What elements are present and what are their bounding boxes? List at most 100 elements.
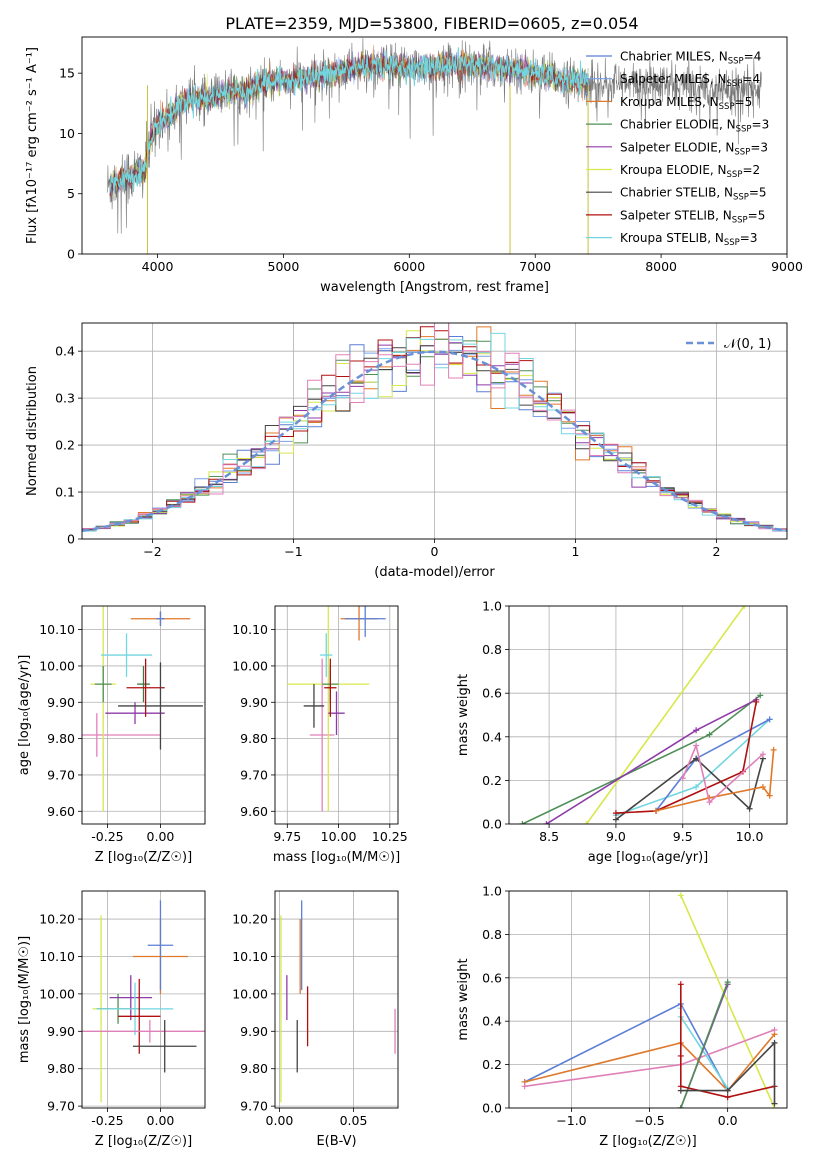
axes-frame: [274, 890, 399, 1109]
y-tick-label: 9.60: [240, 804, 268, 819]
y-tick-label: 9.80: [47, 731, 75, 746]
y-tick-label: 0.4: [482, 729, 502, 744]
weight-marker: [724, 979, 731, 986]
y-tick-label: 10: [59, 126, 75, 141]
y-tick-label: 9.70: [240, 767, 268, 782]
y-tick-label: 0.4: [55, 344, 75, 359]
legend-label: Chabrier MILES, NSSP=4: [620, 50, 761, 67]
weight-series: [583, 606, 748, 824]
weight-series: [521, 1000, 731, 1094]
error-point: [137, 665, 150, 703]
x-axis-label: age [log₁₀(age/yr)]: [588, 850, 709, 865]
panel-mass_vs_EBV: 0.00 0.05 9.70 9.80 9.90 10.00 10.10 10.20 E(B-V…: [232, 890, 399, 1149]
weight-marker: [693, 755, 700, 762]
panel-mass_weight_vs_Z: −1.0 −0.5 0.0 0.0 0.2 0.4 0.6 0.8 1.0 Z [log₁₀(Z/…: [456, 884, 788, 1149]
y-tick-label: 10.20: [232, 912, 268, 927]
x-axis-label: wavelength [Angstrom, rest frame]: [320, 280, 549, 295]
y-tick-label: 10.10: [232, 949, 268, 964]
legend-label: Salpeter STELIB, NSSP=5: [620, 208, 765, 225]
error-point: [101, 633, 152, 677]
y-axis-label: mass [log₁₀(M/M☉)]: [17, 936, 32, 1063]
y-tick-label: 1.0: [482, 884, 502, 899]
weight-marker: [766, 716, 773, 723]
x-tick-label: 5000: [268, 259, 300, 274]
x-tick-label: 4000: [142, 259, 174, 274]
y-tick-label: 5: [67, 186, 75, 201]
x-tick-label: 10.25: [372, 829, 408, 844]
legend-label: 𝒩(0, 1): [724, 337, 771, 352]
y-tick-label: 0: [67, 532, 75, 547]
weight-series: [679, 742, 766, 806]
weight-series: [612, 698, 760, 817]
y-tick-label: 9.90: [47, 1024, 75, 1039]
x-tick-label: −2: [143, 544, 161, 559]
y-tick-label: 9.80: [47, 1061, 75, 1076]
x-axis-label: Z [log₁₀(Z/Z☉)]: [95, 850, 192, 865]
error-point: [96, 982, 174, 1036]
axes-frame: [81, 890, 206, 1109]
y-axis-label: Flux [fλ10⁻¹⁷ erg cm⁻² s⁻¹ A⁻¹]: [25, 47, 40, 244]
weight-marker: [543, 821, 550, 824]
error-point: [324, 658, 337, 717]
error-point: [82, 1020, 205, 1043]
x-axis-label: E(B-V): [316, 1134, 356, 1149]
y-tick-label: 10.00: [39, 658, 75, 673]
weight-marker: [693, 742, 700, 749]
weight-marker: [759, 751, 766, 758]
weight-series: [612, 755, 766, 823]
weight-marker: [753, 698, 760, 705]
weight-series: [677, 1039, 778, 1107]
y-tick-label: 0.3: [55, 391, 75, 406]
weight-marker: [746, 805, 753, 812]
x-tick-label: 0: [431, 544, 439, 559]
y-tick-label: 0.8: [482, 642, 502, 657]
legend-label: Kroupa STELIB, NSSP=3: [620, 231, 758, 248]
weight-marker: [771, 1100, 778, 1107]
model-spectrum: [109, 47, 589, 194]
axes-frame: [81, 322, 788, 540]
weight-marker: [679, 775, 686, 782]
x-tick-label: 9.0: [606, 829, 626, 844]
error-point: [344, 606, 386, 637]
x-tick-label: −1: [284, 544, 302, 559]
spectrum-legend: Chabrier MILES, NSSP=4 Salpeter MILES, NS…: [586, 50, 769, 248]
weight-marker: [677, 981, 684, 988]
y-tick-label: 15: [59, 66, 75, 81]
y-tick-label: 10.20: [39, 912, 75, 927]
weight-marker: [770, 746, 777, 753]
legend-label: Kroupa MILES, NSSP=5: [620, 95, 752, 112]
plot-area-mass_weight_vs_Z: [521, 892, 778, 1108]
y-tick-label: 9.70: [47, 1099, 75, 1114]
x-axis-label: (data-model)/error: [374, 565, 495, 580]
y-tick-label: 0.0: [482, 817, 502, 832]
panel-spectrum: 4000 5000 6000 7000 8000 9000 0 5 10 15 wavelength…: [25, 36, 803, 295]
y-tick-label: 0.2: [55, 438, 75, 453]
y-tick-label: 0.6: [482, 686, 502, 701]
panel-mass_vs_Z: -0.25 0.00 9.70 9.80 9.90 10.00 10.10 10.20 Z [l…: [17, 890, 206, 1149]
x-tick-label: 1: [572, 544, 580, 559]
panel-residuals: −2 −1 0 1 2 0 0.1 0.2 0.3 0.4 (data-model)/error No…: [25, 322, 788, 580]
plot-area-mass_vs_EBV: [280, 900, 396, 1103]
weight-marker: [677, 1087, 684, 1094]
weight-marker: [521, 1083, 528, 1090]
y-tick-label: 10.00: [232, 658, 268, 673]
legend-label: Salpeter ELODIE, NSSP=3: [620, 140, 768, 157]
y-tick-label: 0.1: [55, 485, 75, 500]
x-tick-label: 10.00: [321, 829, 357, 844]
weight-series: [653, 746, 777, 814]
y-tick-label: 1.0: [482, 599, 502, 614]
error-point: [156, 611, 165, 626]
y-tick-label: 0.6: [482, 970, 502, 985]
weight-line: [680, 1040, 776, 1104]
y-axis-label: mass weight: [456, 958, 471, 1040]
x-tick-label: 7000: [519, 259, 551, 274]
error-point: [118, 978, 161, 1054]
y-tick-label: 10.10: [39, 622, 75, 637]
y-tick-label: 0: [67, 247, 75, 262]
x-tick-label: 9.75: [273, 829, 301, 844]
panel-mass_weight_vs_age: 8.5 9.0 9.5 10.0 0.0 0.2 0.4 0.6 0.8 1.0 age [log₁…: [456, 599, 788, 865]
error-point: [118, 662, 203, 750]
plot-area-age_vs_mass: [287, 606, 386, 812]
x-tick-label: 0.0: [718, 1113, 738, 1128]
y-tick-label: 9.90: [240, 695, 268, 710]
